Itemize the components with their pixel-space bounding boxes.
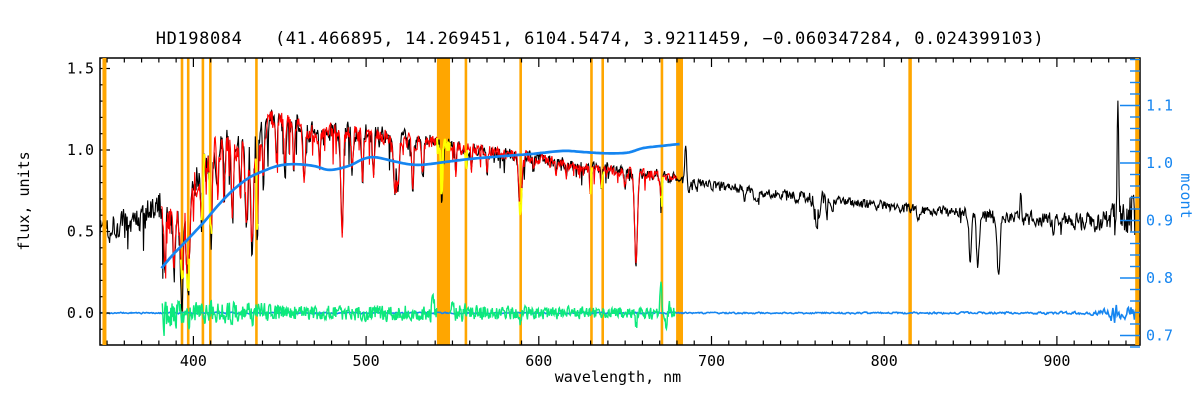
plot-title: HD198084 (41.466895, 14.269451, 6104.547… [155, 29, 1045, 49]
masked-band [676, 58, 684, 345]
masked-highlight-spectrum [185, 258, 191, 291]
masked-highlight-spectrum [436, 137, 451, 195]
x-tick-label: 700 [698, 352, 725, 370]
residual-series [449, 281, 676, 332]
x-tick-label: 400 [180, 352, 207, 370]
masked-highlight-spectrum [179, 259, 185, 280]
y-right-tick-label: 0.7 [1146, 327, 1173, 345]
masked-highlight-spectrum [659, 176, 664, 207]
masked-highlight-spectrum [254, 158, 259, 230]
y-left-tick-label: 1.0 [67, 141, 94, 159]
masked-highlight-spectrum [600, 171, 605, 189]
y-axis-label-right: mcont [1177, 173, 1195, 219]
x-tick-label: 500 [353, 352, 380, 370]
y-left-tick-label: 1.5 [67, 60, 94, 78]
masked-highlight-spectrum [208, 172, 213, 234]
y-right-tick-label: 0.8 [1146, 269, 1173, 287]
plot-frame [99, 57, 1141, 346]
masked-band [436, 58, 451, 345]
x-tick-label: 800 [871, 352, 898, 370]
y-left-tick-label: 0.0 [67, 304, 94, 322]
continuum-curve [160, 142, 680, 270]
y-axis-label-left: flux, units [15, 151, 33, 251]
masked-highlight-spectrum [200, 153, 206, 221]
x-axis-label: wavelength, nm [554, 368, 682, 386]
x-tick-label: 900 [1043, 352, 1070, 370]
masked-highlight-spectrum [464, 150, 469, 170]
y-right-tick-label: 1.0 [1146, 154, 1173, 172]
y-left-tick-label: 0.5 [67, 223, 94, 241]
x-tick-label: 600 [525, 352, 552, 370]
zero-flux-line [99, 304, 1141, 323]
masked-highlight-spectrum [518, 187, 523, 216]
y-right-tick-label: 0.9 [1146, 212, 1173, 230]
residual-series [161, 292, 438, 336]
masked-highlight-spectrum [589, 167, 594, 195]
y-right-tick-label: 1.1 [1146, 97, 1173, 115]
